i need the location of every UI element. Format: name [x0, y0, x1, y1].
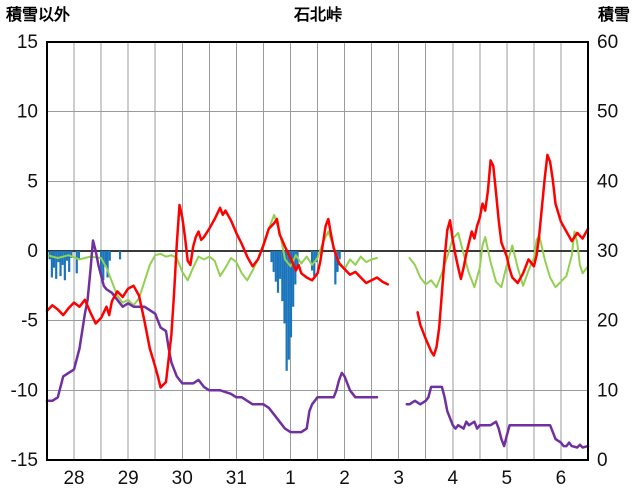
x-tick-label: 29 — [118, 468, 139, 489]
precip-bar — [270, 251, 273, 263]
precip-bar — [106, 251, 109, 278]
x-tick-label: 2 — [339, 468, 350, 489]
x-tick-label: 6 — [556, 468, 567, 489]
precip-bar — [55, 251, 58, 279]
precip-bar — [118, 251, 122, 260]
plot-border — [46, 41, 589, 461]
precip-bar — [108, 251, 111, 261]
y-right-tick-label: 0 — [597, 450, 608, 471]
precip-bar — [292, 251, 295, 307]
x-tick-label: 31 — [226, 468, 247, 489]
precip-bar — [285, 251, 288, 371]
precip-bar — [334, 251, 337, 285]
y-right-tick-label: 20 — [597, 311, 618, 332]
y-right-tick-label: 30 — [597, 241, 618, 262]
precip-bar — [50, 251, 53, 278]
y-right-tick-label: 50 — [597, 102, 618, 123]
purple-snow-depth-path — [405, 385, 590, 449]
red-temperature-path — [416, 153, 590, 357]
x-tick-label: 5 — [502, 468, 513, 489]
precip-bar — [52, 251, 56, 268]
chart-title: 石北峠 — [293, 7, 342, 24]
precip-bar — [75, 251, 78, 274]
y-left-tick-label: 15 — [17, 32, 38, 53]
x-tick-label: 28 — [63, 468, 84, 489]
precip-bar — [338, 251, 341, 260]
precip-bar — [59, 251, 62, 277]
precip-bar — [283, 251, 286, 324]
precip-bar — [70, 251, 73, 258]
y-left-tick-label: -10 — [11, 380, 38, 401]
precip-bar — [61, 251, 64, 265]
precip-bar — [315, 251, 318, 263]
precip-bar — [276, 251, 280, 293]
precip-bar — [63, 251, 66, 281]
precip-bar — [77, 251, 81, 260]
x-tick-label: 4 — [447, 468, 458, 489]
precip-bar — [279, 251, 282, 279]
y-right-tick-label: 10 — [597, 380, 618, 401]
green-line-path — [46, 213, 378, 307]
precip-bar — [100, 251, 103, 277]
purple-snow-depth-path — [45, 239, 379, 434]
precip-bar — [310, 251, 314, 271]
precip-bar — [68, 251, 71, 272]
y-left-tick-label: 10 — [17, 102, 38, 123]
x-tick-label: 3 — [393, 468, 404, 489]
precip-bar — [289, 251, 293, 338]
y-left-tick-label: -15 — [11, 450, 38, 471]
y-left-tick-label: 5 — [27, 171, 38, 192]
precip-bar — [281, 251, 284, 302]
y-right-tick-label: 60 — [597, 32, 618, 53]
precip-bar — [274, 251, 277, 282]
y-left-tick-label: 0 — [27, 241, 38, 262]
precip-bar — [272, 251, 275, 272]
precip-bar — [102, 251, 105, 281]
precip-bar — [57, 251, 60, 263]
precip-bar — [104, 251, 107, 265]
x-tick-label: 1 — [285, 468, 296, 489]
precip-bar — [287, 251, 290, 360]
y-right-tick-label: 40 — [597, 171, 618, 192]
right-axis-title: 積雪 — [597, 7, 630, 24]
x-tick-label: 30 — [172, 468, 193, 489]
left-axis-title: 積雪以外 — [6, 7, 71, 24]
y-left-tick-label: -5 — [21, 311, 38, 332]
red-temperature-path — [45, 203, 390, 389]
